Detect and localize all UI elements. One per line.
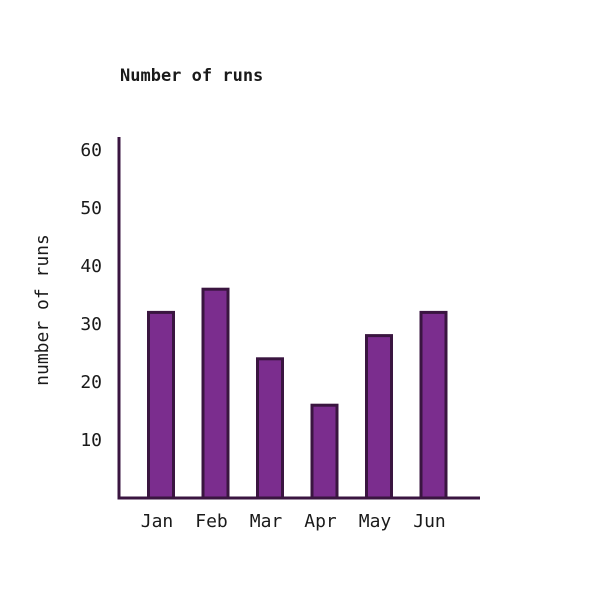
- x-tick-may: May: [359, 511, 392, 532]
- bar-may: [365, 334, 393, 500]
- x-tick-apr: Apr: [304, 511, 337, 532]
- bar-jun: [419, 310, 448, 500]
- y-tick-labels: 10 20 30 40 50 60: [80, 140, 102, 451]
- x-tick-labels: Jan Feb Mar Apr May Jun: [141, 511, 446, 532]
- y-tick-60: 60: [80, 140, 102, 161]
- y-tick-30: 30: [80, 314, 102, 335]
- bar-apr: [310, 403, 339, 500]
- bar-mar: [256, 357, 284, 500]
- x-tick-jun: Jun: [413, 511, 446, 532]
- y-tick-40: 40: [80, 256, 102, 277]
- y-tick-20: 20: [80, 372, 102, 393]
- y-tick-10: 10: [80, 430, 102, 451]
- x-tick-feb: Feb: [195, 511, 228, 532]
- bar-jan: [147, 310, 175, 500]
- bar-feb: [201, 287, 230, 500]
- y-tick-50: 50: [80, 198, 102, 219]
- x-tick-jan: Jan: [141, 511, 174, 532]
- y-axis-label: number of runs: [32, 234, 53, 386]
- chart-title: Number of runs: [120, 66, 263, 86]
- bars-group: [147, 287, 448, 500]
- x-tick-mar: Mar: [250, 511, 283, 532]
